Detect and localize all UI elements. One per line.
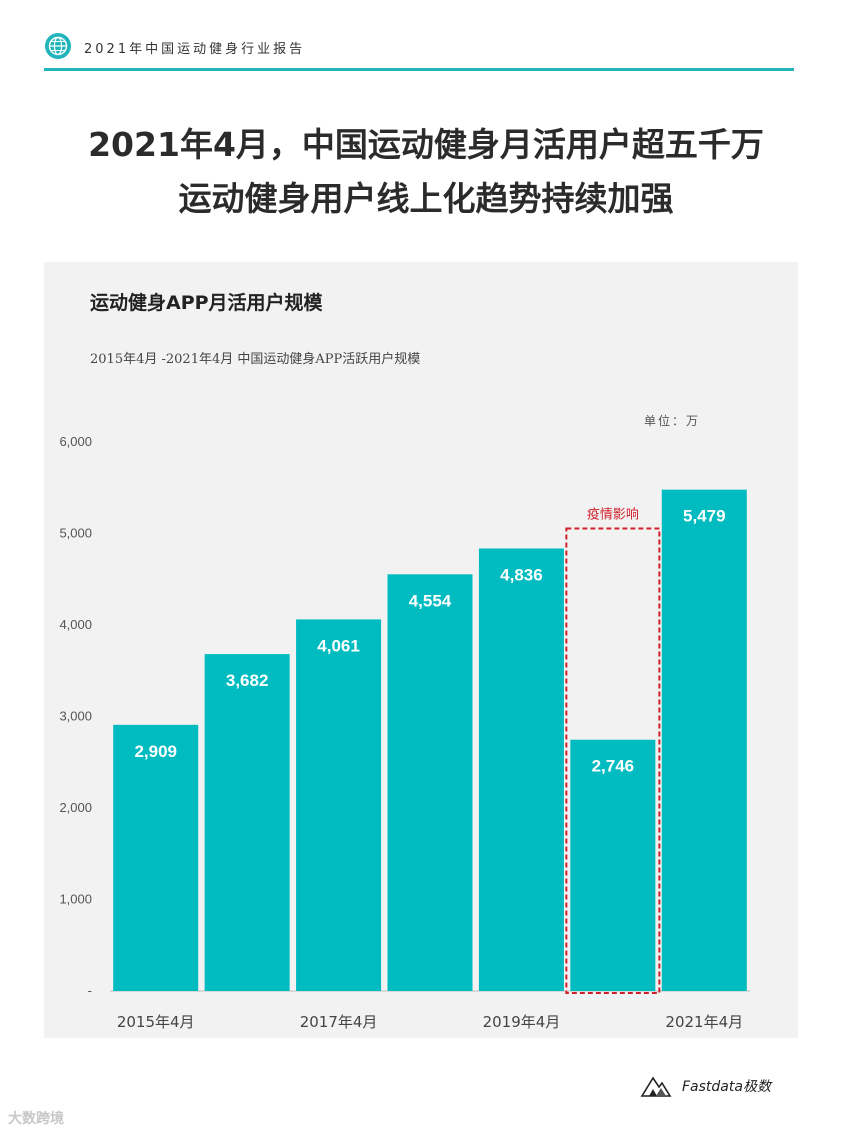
y-tick-label: 2,000 [59,800,92,815]
bar-chart: - 1,000 2,000 3,000 4,000 5,000 6,000 2,909 2015… [59,434,750,1031]
chart-subtitle: 2015年4月 -2021年4月 中国运动健身APP活跃用户规模 [90,352,421,367]
bar-value-label: 3,682 [226,671,269,690]
chart-panel: 运动健身APP月活用户规模 2015年4月 -2021年4月 中国运动健身APP… [44,262,798,1038]
chart-title: 运动健身APP月活用户规模 [90,292,323,314]
annotation-box [565,527,661,994]
unit-label: 单位：万 [644,414,701,428]
x-tick-label: 2019年4月 [483,1013,561,1031]
report-title: 2021年中国运动健身行业报告 [84,42,306,57]
bar-value-label: 4,836 [500,566,543,585]
mountain-logo-icon [640,1076,672,1097]
y-tick-label: 4,000 [59,617,92,632]
bar [296,619,382,991]
x-tick-label: 2017年4月 [300,1013,378,1031]
bar-value-label: 2,746 [592,757,635,776]
x-tick-label: 2021年4月 [665,1013,743,1031]
bar [478,548,564,991]
x-tick-label: 2015年4月 [117,1013,195,1031]
report-header: 2021年中国运动健身行业报告 [44,32,794,72]
headline-line-1: 2021年4月，中国运动健身月活用户超五千万 [88,125,764,164]
y-tick-label: 1,000 [59,892,92,907]
y-tick-label: - [88,983,92,998]
bar-value-label: 4,554 [409,591,452,610]
bar [570,739,656,991]
bar-value-label: 4,061 [317,636,360,655]
logo-text: Fastdata极数 [682,1079,771,1095]
annotation-label: 疫情影响 [587,507,639,523]
bar [113,724,199,991]
header-divider [44,68,794,71]
bar [387,574,473,991]
watermark: 大数跨境 [8,1111,64,1127]
y-tick-label: 5,000 [59,526,92,541]
bar [204,654,290,991]
headline-line-2: 运动健身用户线上化趋势持续加强 [178,179,674,218]
bar-value-label: 5,479 [683,507,726,526]
y-tick-label: 6,000 [59,434,92,449]
bar-value-label: 2,909 [134,742,177,761]
bar [661,489,747,991]
y-tick-label: 3,000 [59,709,92,724]
globe-icon [45,33,71,59]
page-headline: 2021年4月，中国运动健身月活用户超五千万 运动健身用户线上化趋势持续加强 [0,118,852,226]
fastdata-logo: Fastdata极数 [640,1070,800,1102]
